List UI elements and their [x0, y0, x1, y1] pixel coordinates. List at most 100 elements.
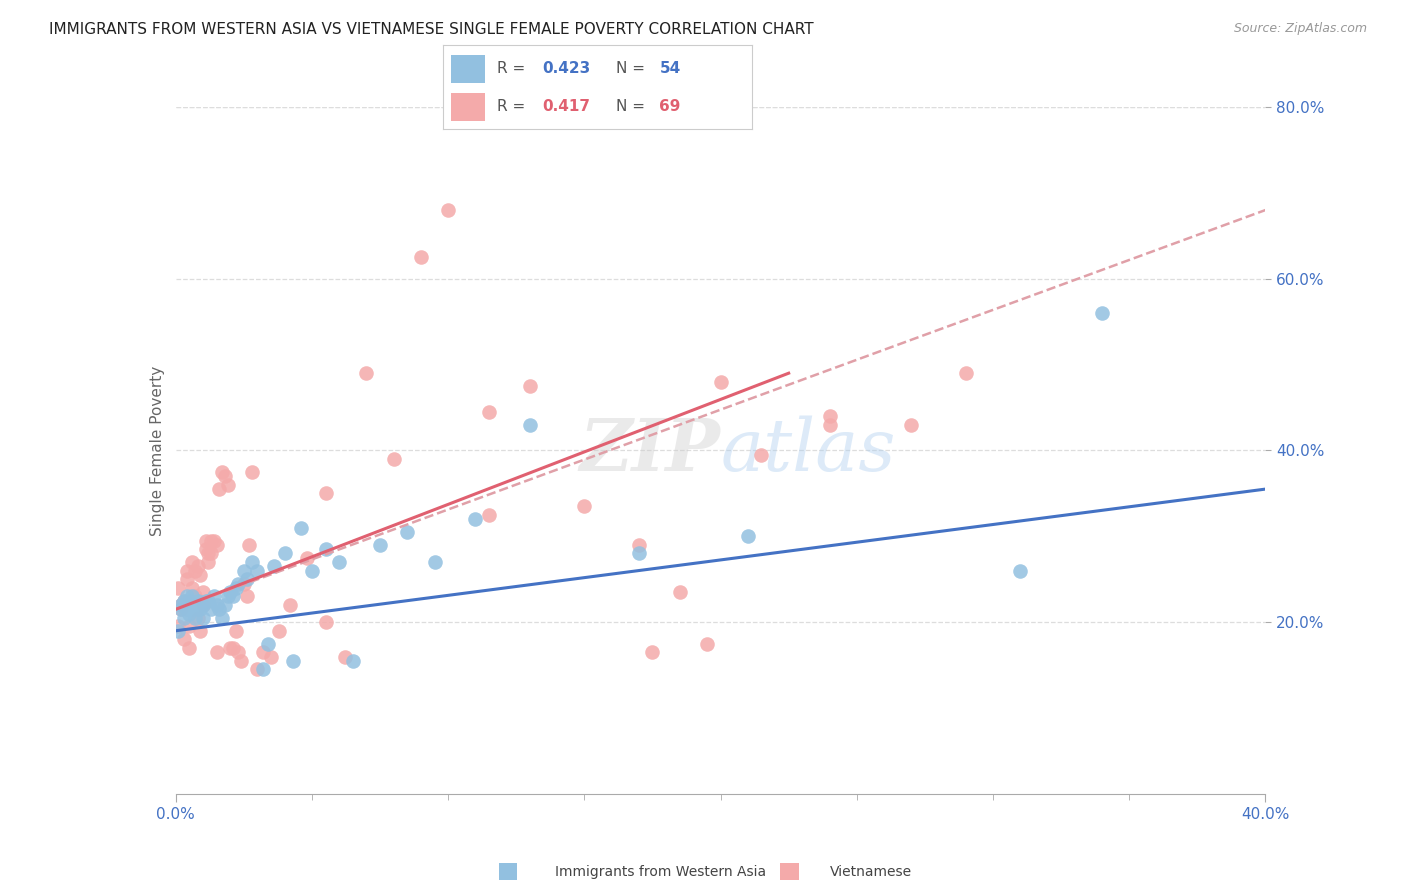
Point	[191, 598, 214, 612]
Point	[818, 409, 841, 423]
Point	[170, 598, 193, 612]
Point	[176, 572, 198, 586]
Point	[228, 576, 250, 591]
Text: Immigrants from Western Asia: Immigrants from Western Asia	[555, 865, 766, 880]
Point	[197, 546, 219, 561]
Point	[274, 546, 297, 561]
Point	[179, 619, 201, 633]
Point	[290, 521, 312, 535]
Point	[184, 598, 207, 612]
Point	[217, 590, 239, 604]
Point	[170, 602, 193, 616]
Point	[627, 538, 650, 552]
Point	[396, 524, 419, 539]
Point	[900, 417, 922, 432]
Point	[278, 598, 301, 612]
Point	[173, 593, 195, 607]
Point	[328, 555, 350, 569]
Point	[232, 576, 254, 591]
Point	[232, 564, 254, 578]
Point	[214, 469, 236, 483]
Point	[208, 602, 231, 616]
Point	[184, 564, 207, 578]
Point	[668, 585, 690, 599]
Point	[627, 546, 650, 561]
Point	[184, 611, 207, 625]
Point	[167, 619, 190, 633]
Text: N =: N =	[616, 62, 650, 76]
Point	[519, 379, 541, 393]
Point	[737, 529, 759, 543]
Point	[281, 654, 304, 668]
Bar	[450, 54, 485, 83]
Point	[257, 637, 280, 651]
Point	[238, 538, 260, 552]
Point	[235, 590, 257, 604]
Point	[179, 593, 201, 607]
Point	[240, 555, 263, 569]
Point	[179, 607, 201, 621]
Point	[191, 611, 214, 625]
Point	[211, 611, 233, 625]
Point	[181, 555, 204, 569]
Point	[181, 590, 204, 604]
Point	[205, 538, 228, 552]
Point	[219, 640, 242, 655]
Point	[197, 555, 219, 569]
Point	[240, 465, 263, 479]
Point	[191, 585, 214, 599]
Point	[382, 452, 405, 467]
Point	[409, 250, 432, 264]
Text: 0.423: 0.423	[541, 62, 591, 76]
Point	[641, 645, 664, 659]
Point	[315, 615, 337, 630]
Text: 69: 69	[659, 99, 681, 114]
Point	[269, 624, 291, 638]
Point	[222, 590, 245, 604]
Point	[170, 602, 193, 616]
Point	[217, 478, 239, 492]
Point	[188, 602, 211, 616]
Point	[194, 533, 217, 548]
Point	[574, 500, 596, 514]
Point	[208, 482, 231, 496]
Point	[176, 602, 198, 616]
Text: atlas: atlas	[721, 415, 896, 486]
Point	[173, 593, 195, 607]
Point	[1091, 306, 1114, 320]
Point	[1010, 564, 1032, 578]
Point	[205, 645, 228, 659]
Point	[211, 465, 233, 479]
Point	[186, 559, 209, 574]
Text: Source: ZipAtlas.com: Source: ZipAtlas.com	[1233, 22, 1367, 36]
Point	[478, 508, 501, 522]
Point	[710, 375, 733, 389]
Point	[818, 417, 841, 432]
Point	[181, 602, 204, 616]
Point	[315, 486, 337, 500]
Point	[464, 512, 486, 526]
Point	[696, 637, 718, 651]
Point	[478, 405, 501, 419]
Point	[751, 448, 773, 462]
Point	[194, 542, 217, 557]
Y-axis label: Single Female Poverty: Single Female Poverty	[149, 366, 165, 535]
Point	[301, 564, 323, 578]
Point	[231, 654, 253, 668]
Point	[235, 572, 257, 586]
Point	[200, 602, 222, 616]
Point	[186, 593, 209, 607]
Point	[252, 662, 274, 676]
Point	[225, 581, 247, 595]
Point	[252, 645, 274, 659]
Point	[184, 590, 207, 604]
Point	[955, 366, 977, 380]
Point	[191, 598, 214, 612]
Point	[186, 611, 209, 625]
Point	[260, 649, 283, 664]
Point	[181, 581, 204, 595]
Point	[295, 550, 318, 565]
Point	[173, 632, 195, 647]
Point	[173, 611, 195, 625]
Text: R =: R =	[498, 62, 530, 76]
